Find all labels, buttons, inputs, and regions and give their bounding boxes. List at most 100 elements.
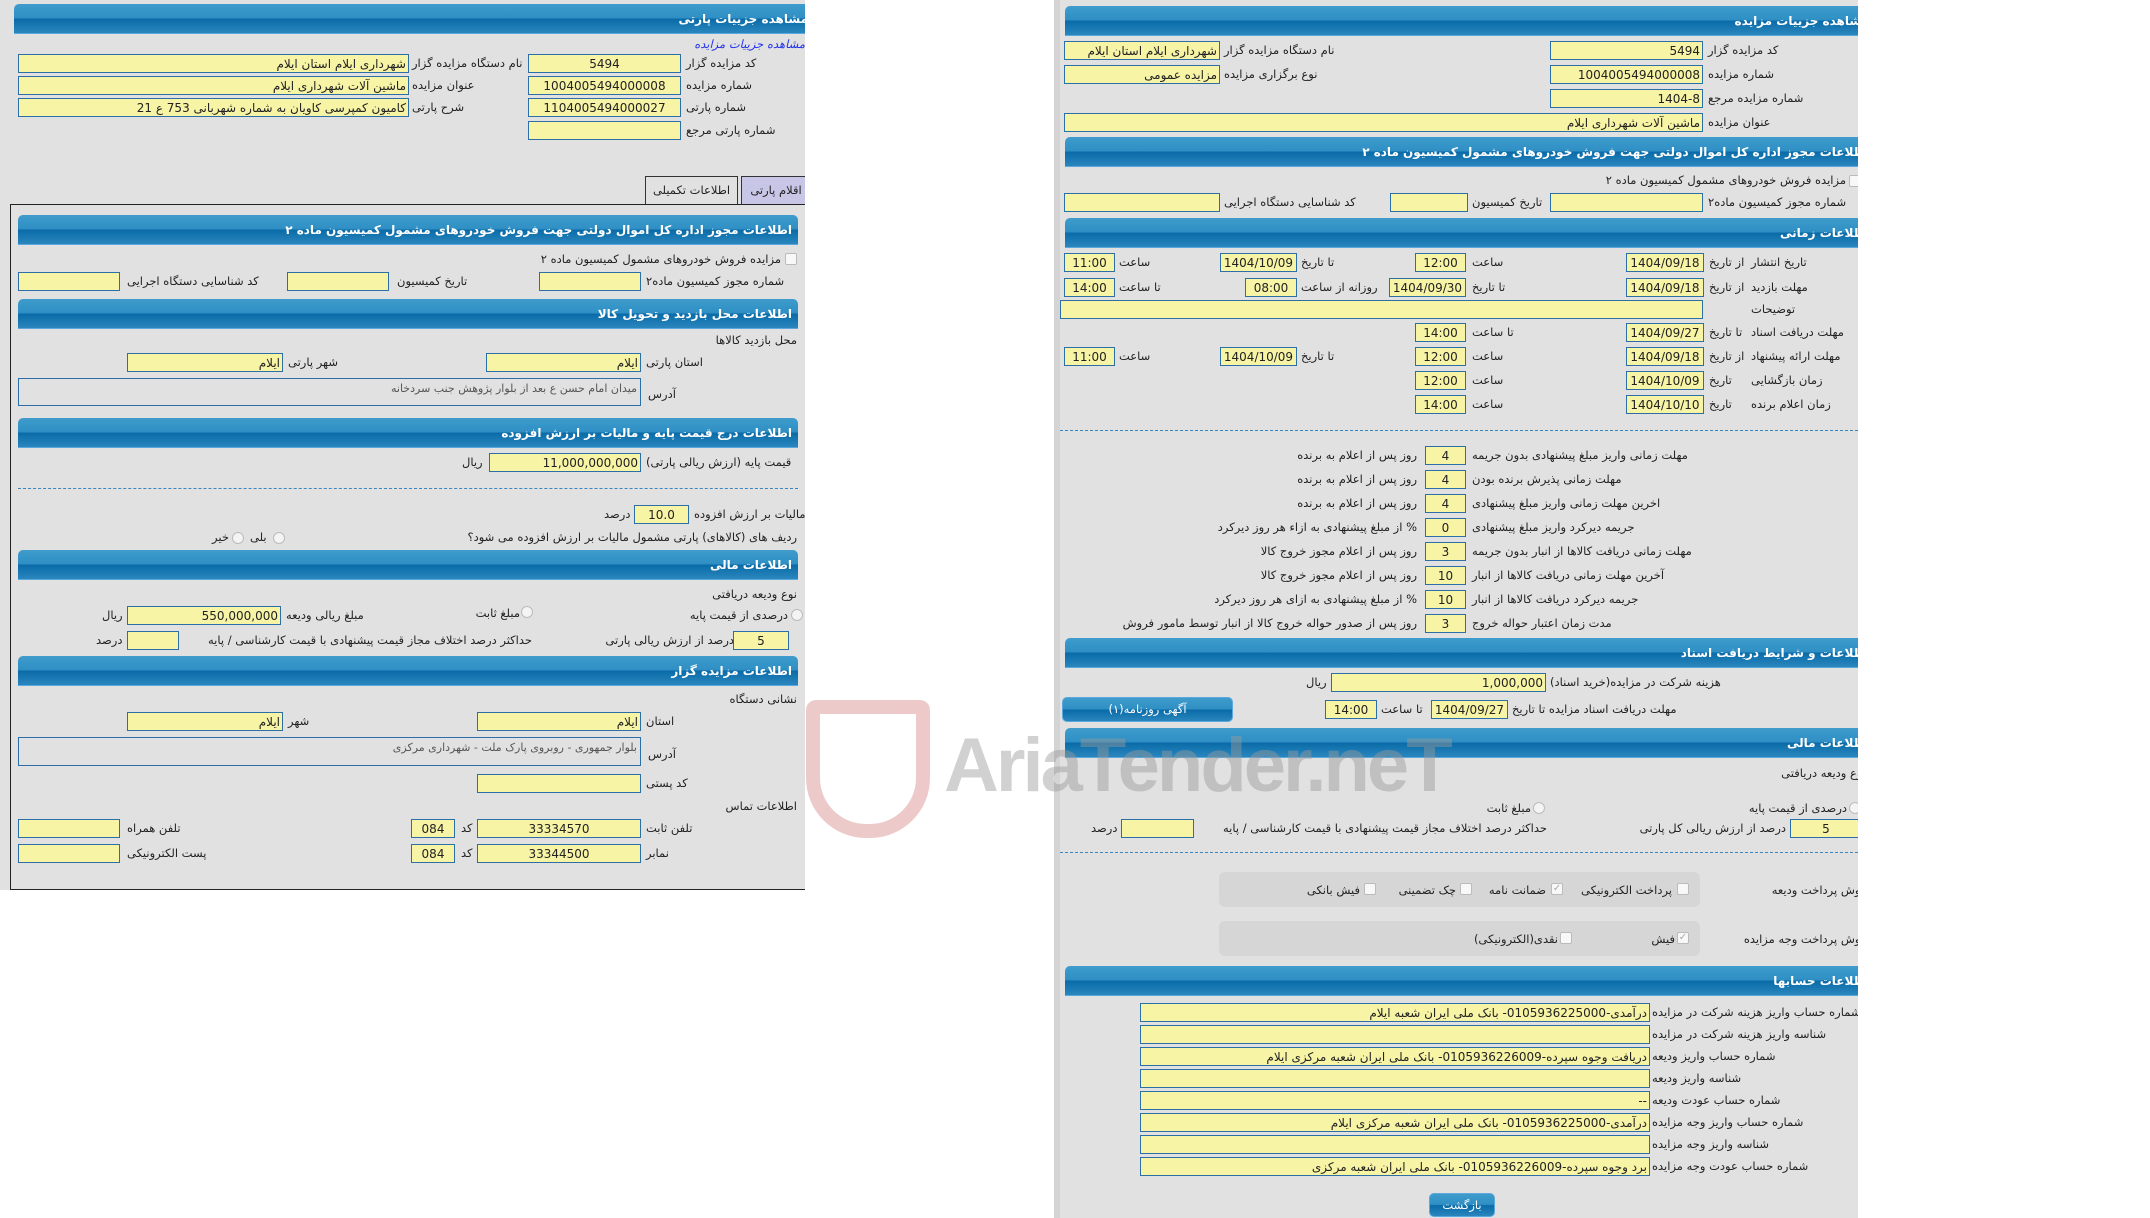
deadline-value-field[interactable]: 4 <box>1425 446 1466 465</box>
back-button[interactable]: بازگشت <box>1429 1193 1495 1217</box>
newspaper-ad-button[interactable]: آگهی روزنامه(۱) <box>1062 697 1233 722</box>
deadline-value-field[interactable]: 10 <box>1425 590 1466 609</box>
commission-checkbox[interactable] <box>1849 175 1858 187</box>
auction-title-field[interactable]: ماشین آلات شهرداری ایلام <box>18 76 409 95</box>
label: پست الکترونیکی <box>127 846 207 860</box>
email-field[interactable] <box>18 844 120 863</box>
deadline-value-field[interactable]: 3 <box>1425 542 1466 561</box>
commission-date-field[interactable] <box>1390 193 1468 212</box>
publish-from-time[interactable]: 12:00 <box>1415 253 1466 272</box>
fax-code-field[interactable]: 084 <box>411 844 455 863</box>
party-number-field[interactable]: 1104005494000027 <box>528 98 681 117</box>
guarantee-checkbox[interactable]: ✓ <box>1551 883 1563 895</box>
ref-party-number-field[interactable] <box>528 121 681 140</box>
party-city-field[interactable]: ایلام <box>127 353 283 372</box>
docs-to-date[interactable]: 1404/09/27 <box>1626 323 1704 342</box>
auctioneer-address-field[interactable]: بلوار جمهوری - روبروی پارک ملت - شهرداری… <box>18 737 641 766</box>
deposit-percent-radio[interactable] <box>791 609 803 621</box>
account-field[interactable]: دریافت وجوه سپرده-0105936226009- بانک مل… <box>1140 1047 1650 1066</box>
deadline-value-field[interactable]: 4 <box>1425 494 1466 513</box>
visit-to-date[interactable]: 1404/09/30 <box>1389 278 1466 297</box>
offer-to-time[interactable]: 11:00 <box>1064 347 1115 366</box>
offer-from-time[interactable]: 12:00 <box>1415 347 1466 366</box>
docs-to-time[interactable]: 14:00 <box>1415 323 1466 342</box>
opening-date[interactable]: 1404/10/09 <box>1626 371 1704 390</box>
opening-time[interactable]: 12:00 <box>1415 371 1466 390</box>
account-field[interactable] <box>1140 1135 1650 1154</box>
auctioneer-province-field[interactable]: ایلام <box>477 712 641 731</box>
max-diff-field[interactable] <box>127 631 179 650</box>
cash-electronic-checkbox[interactable] <box>1560 932 1572 944</box>
fax-field[interactable]: 33344500 <box>477 844 641 863</box>
tab-party-items[interactable]: اقلام پارتی <box>741 176 805 204</box>
deadline-value-field[interactable]: 10 <box>1425 566 1466 585</box>
electronic-payment-checkbox[interactable] <box>1677 883 1689 895</box>
auctioneer-name-field[interactable]: شهرداری ایلام استان ایلام <box>18 54 409 73</box>
docs-deadline-time[interactable]: 14:00 <box>1325 700 1377 719</box>
agency-id-field[interactable] <box>1064 193 1220 212</box>
deposit-fixed-radio[interactable] <box>521 606 533 618</box>
permit-number-field[interactable] <box>539 272 641 291</box>
phone-code-field[interactable]: 084 <box>411 819 455 838</box>
ref-auction-number-field[interactable]: 1404-8 <box>1550 89 1703 108</box>
account-field[interactable]: -- <box>1140 1091 1650 1110</box>
visit-daily-to[interactable]: 14:00 <box>1064 278 1115 297</box>
auction-type-field[interactable]: مزایده عمومی <box>1064 65 1220 84</box>
party-address-field[interactable]: میدان امام حسن ع بعد از بلوار پژوهش جنب … <box>18 378 641 406</box>
auctioneer-code-field[interactable]: 5494 <box>528 54 681 73</box>
tab-supplementary-info[interactable]: اطلاعات تکمیلی <box>645 176 738 205</box>
auction-number-field[interactable]: 1004005494000008 <box>1550 65 1703 84</box>
label: ریال <box>102 608 123 622</box>
slip-payment-checkbox[interactable]: ✓ <box>1677 932 1689 944</box>
vat-yes-radio[interactable] <box>273 532 285 544</box>
bank-slip-checkbox[interactable] <box>1364 883 1376 895</box>
auctioneer-name-field[interactable]: شهرداری ایلام استان ایلام <box>1064 41 1220 60</box>
auction-number-field[interactable]: 1004005494000008 <box>528 76 681 95</box>
publish-from-date[interactable]: 1404/09/18 <box>1626 253 1704 272</box>
commission-checkbox[interactable] <box>785 253 797 265</box>
commission-date-field[interactable] <box>287 272 389 291</box>
label: فیش <box>1651 932 1675 946</box>
auction-title-field[interactable]: ماشین آلات شهرداری ایلام <box>1064 113 1703 132</box>
mobile-field[interactable] <box>18 819 120 838</box>
party-province-field[interactable]: ایلام <box>486 353 641 372</box>
account-field[interactable] <box>1140 1025 1650 1044</box>
offer-to-date[interactable]: 1404/10/09 <box>1220 347 1297 366</box>
account-field[interactable]: برد وجوه سپرده-0105936226009- بانک ملی ا… <box>1140 1157 1650 1176</box>
publish-to-time[interactable]: 11:00 <box>1064 253 1115 272</box>
account-field[interactable]: درآمدی-0105936225000- بانک ملی ایران شعب… <box>1140 1003 1650 1022</box>
participation-fee-field[interactable]: 1,000,000 <box>1331 673 1546 692</box>
deadline-value-field[interactable]: 0 <box>1425 518 1466 537</box>
publish-to-date[interactable]: 1404/10/09 <box>1220 253 1297 272</box>
deposit-fixed-radio[interactable] <box>1533 802 1545 814</box>
docs-deadline-date[interactable]: 1404/09/27 <box>1431 700 1508 719</box>
certified-check-checkbox[interactable] <box>1460 883 1472 895</box>
auctioneer-city-field[interactable]: ایلام <box>127 712 283 731</box>
auction-details-link[interactable]: مشاهده جزییات مزایده <box>694 37 805 51</box>
base-price-field[interactable]: 11,000,000,000 <box>489 453 641 472</box>
account-field[interactable] <box>1140 1069 1650 1088</box>
vat-no-radio[interactable] <box>232 532 244 544</box>
party-description-field[interactable]: کامیون کمپرسی کاویان به شماره شهربانی 75… <box>18 98 409 117</box>
phone-field[interactable]: 33334570 <box>477 819 641 838</box>
account-field[interactable]: درآمدی-0105936225000- بانک ملی ایران شعب… <box>1140 1113 1650 1132</box>
visit-from-date[interactable]: 1404/09/18 <box>1626 278 1704 297</box>
postal-code-field[interactable] <box>477 774 641 793</box>
deposit-percent-radio[interactable] <box>1849 802 1858 814</box>
deposit-amount-field[interactable]: 550,000,000 <box>127 606 281 625</box>
agency-id-field[interactable] <box>18 272 120 291</box>
winner-time[interactable]: 14:00 <box>1415 395 1466 414</box>
permit-number-field[interactable] <box>1550 193 1703 212</box>
deposit-percent-field[interactable]: 5 <box>1790 819 1858 838</box>
auctioneer-code-field[interactable]: 5494 <box>1550 41 1703 60</box>
deadline-value-field[interactable]: 3 <box>1425 614 1466 633</box>
vat-field[interactable]: 10.0 <box>634 505 689 524</box>
deadline-value-field[interactable]: 4 <box>1425 470 1466 489</box>
visit-daily-from[interactable]: 08:00 <box>1245 278 1297 297</box>
max-diff-field[interactable] <box>1121 819 1194 838</box>
offer-from-date[interactable]: 1404/09/18 <box>1626 347 1704 366</box>
label: مزایده فروش خودروهای مشمول کمیسیون ماده … <box>1605 173 1846 187</box>
notes-field[interactable] <box>1060 300 1703 319</box>
deposit-percent-field[interactable]: 5 <box>733 631 789 650</box>
winner-date[interactable]: 1404/10/10 <box>1626 395 1704 414</box>
